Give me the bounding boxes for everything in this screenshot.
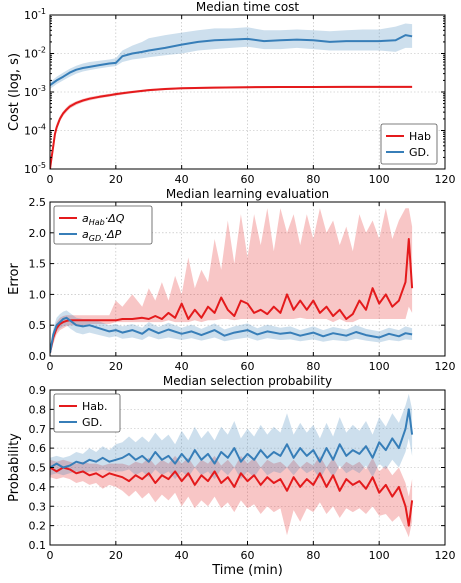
x-tick-label: 0 bbox=[47, 173, 54, 186]
x-tick-label: 80 bbox=[306, 549, 320, 562]
y-tick-label: 0.1 bbox=[29, 539, 47, 552]
legend: Hab GD. bbox=[380, 123, 438, 165]
y-tick-label: 0.4 bbox=[29, 481, 47, 494]
series-line-1 bbox=[50, 238, 414, 354]
x-tick-label: 120 bbox=[435, 549, 456, 562]
y-tick-label: 2.0 bbox=[29, 227, 47, 240]
y-tick-label: 0.5 bbox=[29, 462, 47, 475]
chart-panel-2: 0 20 40 60 80 100 120 0.0 0.5 1.0 1.5 2.0 2.5 Median … bbox=[7, 187, 456, 373]
y-tick-label: 10-2 bbox=[24, 46, 46, 61]
x-tick-label: 20 bbox=[109, 360, 123, 373]
series-line-2 bbox=[50, 34, 413, 87]
x-tick-label: 40 bbox=[175, 549, 189, 562]
y-tick-label: 1.0 bbox=[29, 288, 47, 301]
plot-area bbox=[50, 23, 413, 169]
y-axis-label: Probability bbox=[7, 433, 22, 502]
x-tick-label: 40 bbox=[175, 173, 189, 186]
x-tick-label: 40 bbox=[175, 360, 189, 373]
y-tick-label: 10-1 bbox=[24, 7, 46, 22]
series-line-2 bbox=[50, 316, 413, 354]
legend-label-1: Hab bbox=[409, 130, 431, 143]
x-axis-label: Time (min) bbox=[211, 563, 283, 578]
x-tick-label: 20 bbox=[109, 549, 123, 562]
y-tick-label: 0.0 bbox=[29, 350, 47, 363]
x-tick-label: 60 bbox=[241, 173, 255, 186]
y-tick-label: 0.8 bbox=[29, 403, 47, 416]
series-line-1 bbox=[50, 85, 413, 169]
x-tick-label: 120 bbox=[435, 360, 456, 373]
x-tick-label: 120 bbox=[435, 173, 456, 186]
x-tick-label: 20 bbox=[109, 173, 123, 186]
y-tick-label: 0.9 bbox=[29, 384, 47, 397]
legend-label-2: aGD.·ΔP bbox=[82, 228, 122, 243]
legend: Hab. GD. bbox=[53, 393, 121, 433]
chart-title: Median selection probability bbox=[163, 374, 332, 388]
y-tick-label: 10-5 bbox=[24, 161, 46, 176]
legend-box bbox=[380, 123, 438, 165]
y-tick-label: 0.5 bbox=[29, 319, 47, 332]
x-tick-label: 60 bbox=[241, 360, 255, 373]
legend-label-2: GD. bbox=[409, 146, 430, 159]
y-axis-label: Cost (log, s) bbox=[7, 53, 22, 131]
x-tick-label: 100 bbox=[369, 360, 390, 373]
chart-panel-1: 0 20 40 60 80 100 120 10-5 10-4 10-3 10-2 10-1 Media… bbox=[7, 0, 456, 186]
x-tick-label: 80 bbox=[306, 173, 320, 186]
y-tick-label: 10-3 bbox=[24, 84, 46, 99]
legend-label-2: GD. bbox=[82, 416, 103, 429]
legend-label-1: Hab. bbox=[82, 400, 108, 413]
chart-title: Median time cost bbox=[196, 0, 300, 14]
y-axis-label: Error bbox=[7, 263, 22, 295]
y-tick-label: 10-4 bbox=[24, 123, 46, 138]
chart-panel-3: 0 20 40 60 80 100 120 0.1 0.2 0.3 0.4 0.5 0.6 0.7 0.8 0… bbox=[7, 374, 456, 578]
x-tick-label: 0 bbox=[47, 549, 54, 562]
legend-box bbox=[53, 205, 153, 245]
y-tick-label: 0.7 bbox=[29, 423, 47, 436]
x-tick-label: 100 bbox=[369, 173, 390, 186]
series-line-1 bbox=[50, 466, 414, 527]
x-tick-label: 100 bbox=[369, 549, 390, 562]
series-band-1 bbox=[50, 208, 413, 356]
x-tick-label: 0 bbox=[47, 360, 54, 373]
y-tick-label: 2.5 bbox=[29, 196, 47, 209]
series-band-1 bbox=[50, 85, 413, 169]
chart-title: Median learning evaluation bbox=[166, 187, 329, 201]
x-tick-label: 60 bbox=[241, 549, 255, 562]
series-line-2 bbox=[50, 408, 414, 469]
y-tick-label: 1.5 bbox=[29, 258, 47, 271]
legend-label-1: aHab·ΔQ bbox=[82, 212, 125, 227]
plot-area bbox=[50, 208, 414, 356]
y-tick-label: 0.2 bbox=[29, 520, 47, 533]
y-tick-label: 0.6 bbox=[29, 442, 47, 455]
x-tick-label: 80 bbox=[306, 360, 320, 373]
y-tick-label: 0.3 bbox=[29, 500, 47, 513]
plot-area bbox=[50, 393, 414, 538]
series-band-2 bbox=[50, 23, 413, 89]
